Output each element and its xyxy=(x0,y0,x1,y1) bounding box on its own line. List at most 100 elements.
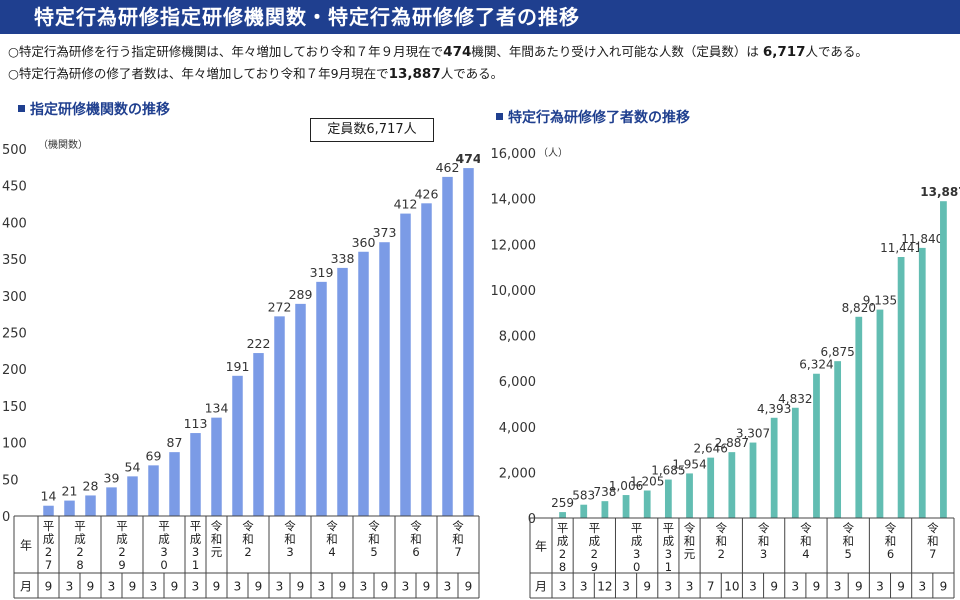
bar-value-label: 583 xyxy=(572,489,595,503)
year-cell-label: 令和元 xyxy=(684,521,696,561)
year-cell-label: 令和 4 xyxy=(326,519,338,559)
page-title: 特定行為研修指定研修機関数・特定行為研修修了者の推移 xyxy=(34,5,580,29)
month-cell-label: 9 xyxy=(465,580,473,594)
bar-value-label: 738 xyxy=(593,485,616,499)
bar xyxy=(601,501,609,518)
year-cell-label: 令和 6 xyxy=(885,521,897,561)
month-cell-label: 9 xyxy=(339,580,347,594)
year-cell-label: 平成 3 1 xyxy=(663,521,675,574)
year-cell-label: 令和元 xyxy=(211,519,223,559)
month-cell-label: 3 xyxy=(402,580,410,594)
month-cell-label: 3 xyxy=(834,580,842,594)
header-bar: 特定行為研修指定研修機関数・特定行為研修修了者の推移 xyxy=(0,0,960,34)
bar-value-label: 14 xyxy=(41,489,57,504)
year-cell-label: 平成 3 0 xyxy=(631,521,643,574)
year-cell-label: 平成 2 9 xyxy=(116,519,128,572)
bar-value-label: 11,840 xyxy=(901,232,943,246)
bar-value-label: 462 xyxy=(436,160,460,175)
y-tick-label: 6,000 xyxy=(499,375,536,390)
right-chart-title-text: 特定行為研修修了者数の推移 xyxy=(508,110,690,126)
bar xyxy=(664,479,672,518)
year-cell-label: 令和 2 xyxy=(242,519,254,559)
y-tick-label: 200 xyxy=(2,363,27,378)
right-chart-title: 特定行為研修修了者数の推移 xyxy=(496,107,690,127)
month-cell-label: 3 xyxy=(665,580,673,594)
summary-text: ○特定行為研修を行う指定研修機関は、年々増加しており令和７年９月現在で474機関… xyxy=(8,41,958,85)
month-cell-label: 3 xyxy=(318,580,326,594)
month-cell-label: 9 xyxy=(897,580,905,594)
bar-value-label: 1,685 xyxy=(651,464,685,478)
bar-value-label: 412 xyxy=(394,197,418,212)
month-cell-label: 3 xyxy=(580,580,588,594)
year-cell-label: 令和 2 xyxy=(716,521,728,561)
summary-line-2: ○特定行為研修の修了者数は、年々増加しており令和７年9月現在で13,887人であ… xyxy=(8,63,958,85)
bar-value-label: 373 xyxy=(373,225,397,240)
month-cell-label: 9 xyxy=(423,580,431,594)
bar xyxy=(232,375,243,516)
bar xyxy=(580,504,588,518)
y-tick-label: 450 xyxy=(2,180,27,195)
bar-value-label: 8,820 xyxy=(842,301,876,315)
bar-value-label: 3,307 xyxy=(736,427,770,441)
capacity-annotation: 定員数6,717人 xyxy=(310,118,434,142)
month-cell-label: 12 xyxy=(597,580,612,594)
month-cell-label: 3 xyxy=(749,580,757,594)
bar xyxy=(707,457,715,518)
left-bar-chart: 0 50 100 150 200 250 300 350 400 450 500 （機関数） 14 21 2… xyxy=(2,138,480,599)
month-cell-label: 3 xyxy=(150,580,158,594)
square-bullet-icon xyxy=(18,105,25,112)
month-cell-label: 9 xyxy=(297,580,305,594)
summary-line-1: ○特定行為研修を行う指定研修機関は、年々増加しており令和７年９月現在で474機関… xyxy=(8,41,958,63)
month-cell-label: 3 xyxy=(876,580,884,594)
bar-value-label: 13,887 xyxy=(920,185,960,199)
year-cell-label: 平成 3 1 xyxy=(190,519,202,572)
y-tick-label: 350 xyxy=(2,253,27,268)
bar xyxy=(643,490,651,518)
month-cell-label: 3 xyxy=(66,580,74,594)
left-chart-title: 指定研修機関数の推移 xyxy=(18,99,170,119)
bar xyxy=(190,433,201,516)
y-tick-label: 0 xyxy=(528,512,536,527)
bar xyxy=(918,247,926,518)
month-cell-label: 9 xyxy=(213,580,221,594)
bar-value-label: 259 xyxy=(551,496,574,510)
month-cell-label: 9 xyxy=(813,580,821,594)
square-bullet-icon xyxy=(496,113,503,120)
month-cell-label: 3 xyxy=(276,580,284,594)
year-cell-label: 平成 3 0 xyxy=(158,519,170,572)
bar xyxy=(855,316,863,518)
month-cell-label: 3 xyxy=(686,580,694,594)
y-tick-label: 10,000 xyxy=(491,284,537,299)
y-tick-label: 100 xyxy=(2,437,27,452)
month-cell-label: 3 xyxy=(622,580,630,594)
summary-text-part: ○特定行為研修を行う指定研修機関は、年々増加しており令和７年９月現在で xyxy=(8,44,444,59)
bar-value-label: 338 xyxy=(331,251,355,266)
y-tick-label: 4,000 xyxy=(499,421,536,436)
year-cell-label: 令和 4 xyxy=(800,521,812,561)
month-cell-label: 7 xyxy=(707,580,715,594)
month-cell-label: 9 xyxy=(940,580,948,594)
month-row-header: 月 xyxy=(535,580,547,594)
month-cell-label: 3 xyxy=(791,580,799,594)
bar-value-label: 1,954 xyxy=(672,457,706,471)
bar-value-label: 319 xyxy=(310,265,334,280)
y-tick-label: 150 xyxy=(2,400,27,415)
bar-value-label: 2,887 xyxy=(715,436,749,450)
bar xyxy=(253,353,264,516)
bar xyxy=(106,487,117,516)
bar xyxy=(559,512,566,518)
month-cell-label: 9 xyxy=(45,580,53,594)
bar xyxy=(442,176,453,516)
bar xyxy=(622,495,630,518)
year-cell-label: 令和 5 xyxy=(842,521,854,561)
bar xyxy=(127,476,138,516)
month-cell-label: 3 xyxy=(360,580,368,594)
y-axis-unit-label: （機関数） xyxy=(38,138,88,151)
month-cell-label: 3 xyxy=(918,580,926,594)
bar xyxy=(463,168,474,517)
bar xyxy=(728,452,736,518)
summary-text-part: 機関、年間あたり受け入れ可能な人数（定員数）は xyxy=(471,44,763,59)
bar-value-label: 9,135 xyxy=(863,294,897,308)
y-tick-label: 8,000 xyxy=(499,330,536,345)
bar xyxy=(316,281,327,516)
